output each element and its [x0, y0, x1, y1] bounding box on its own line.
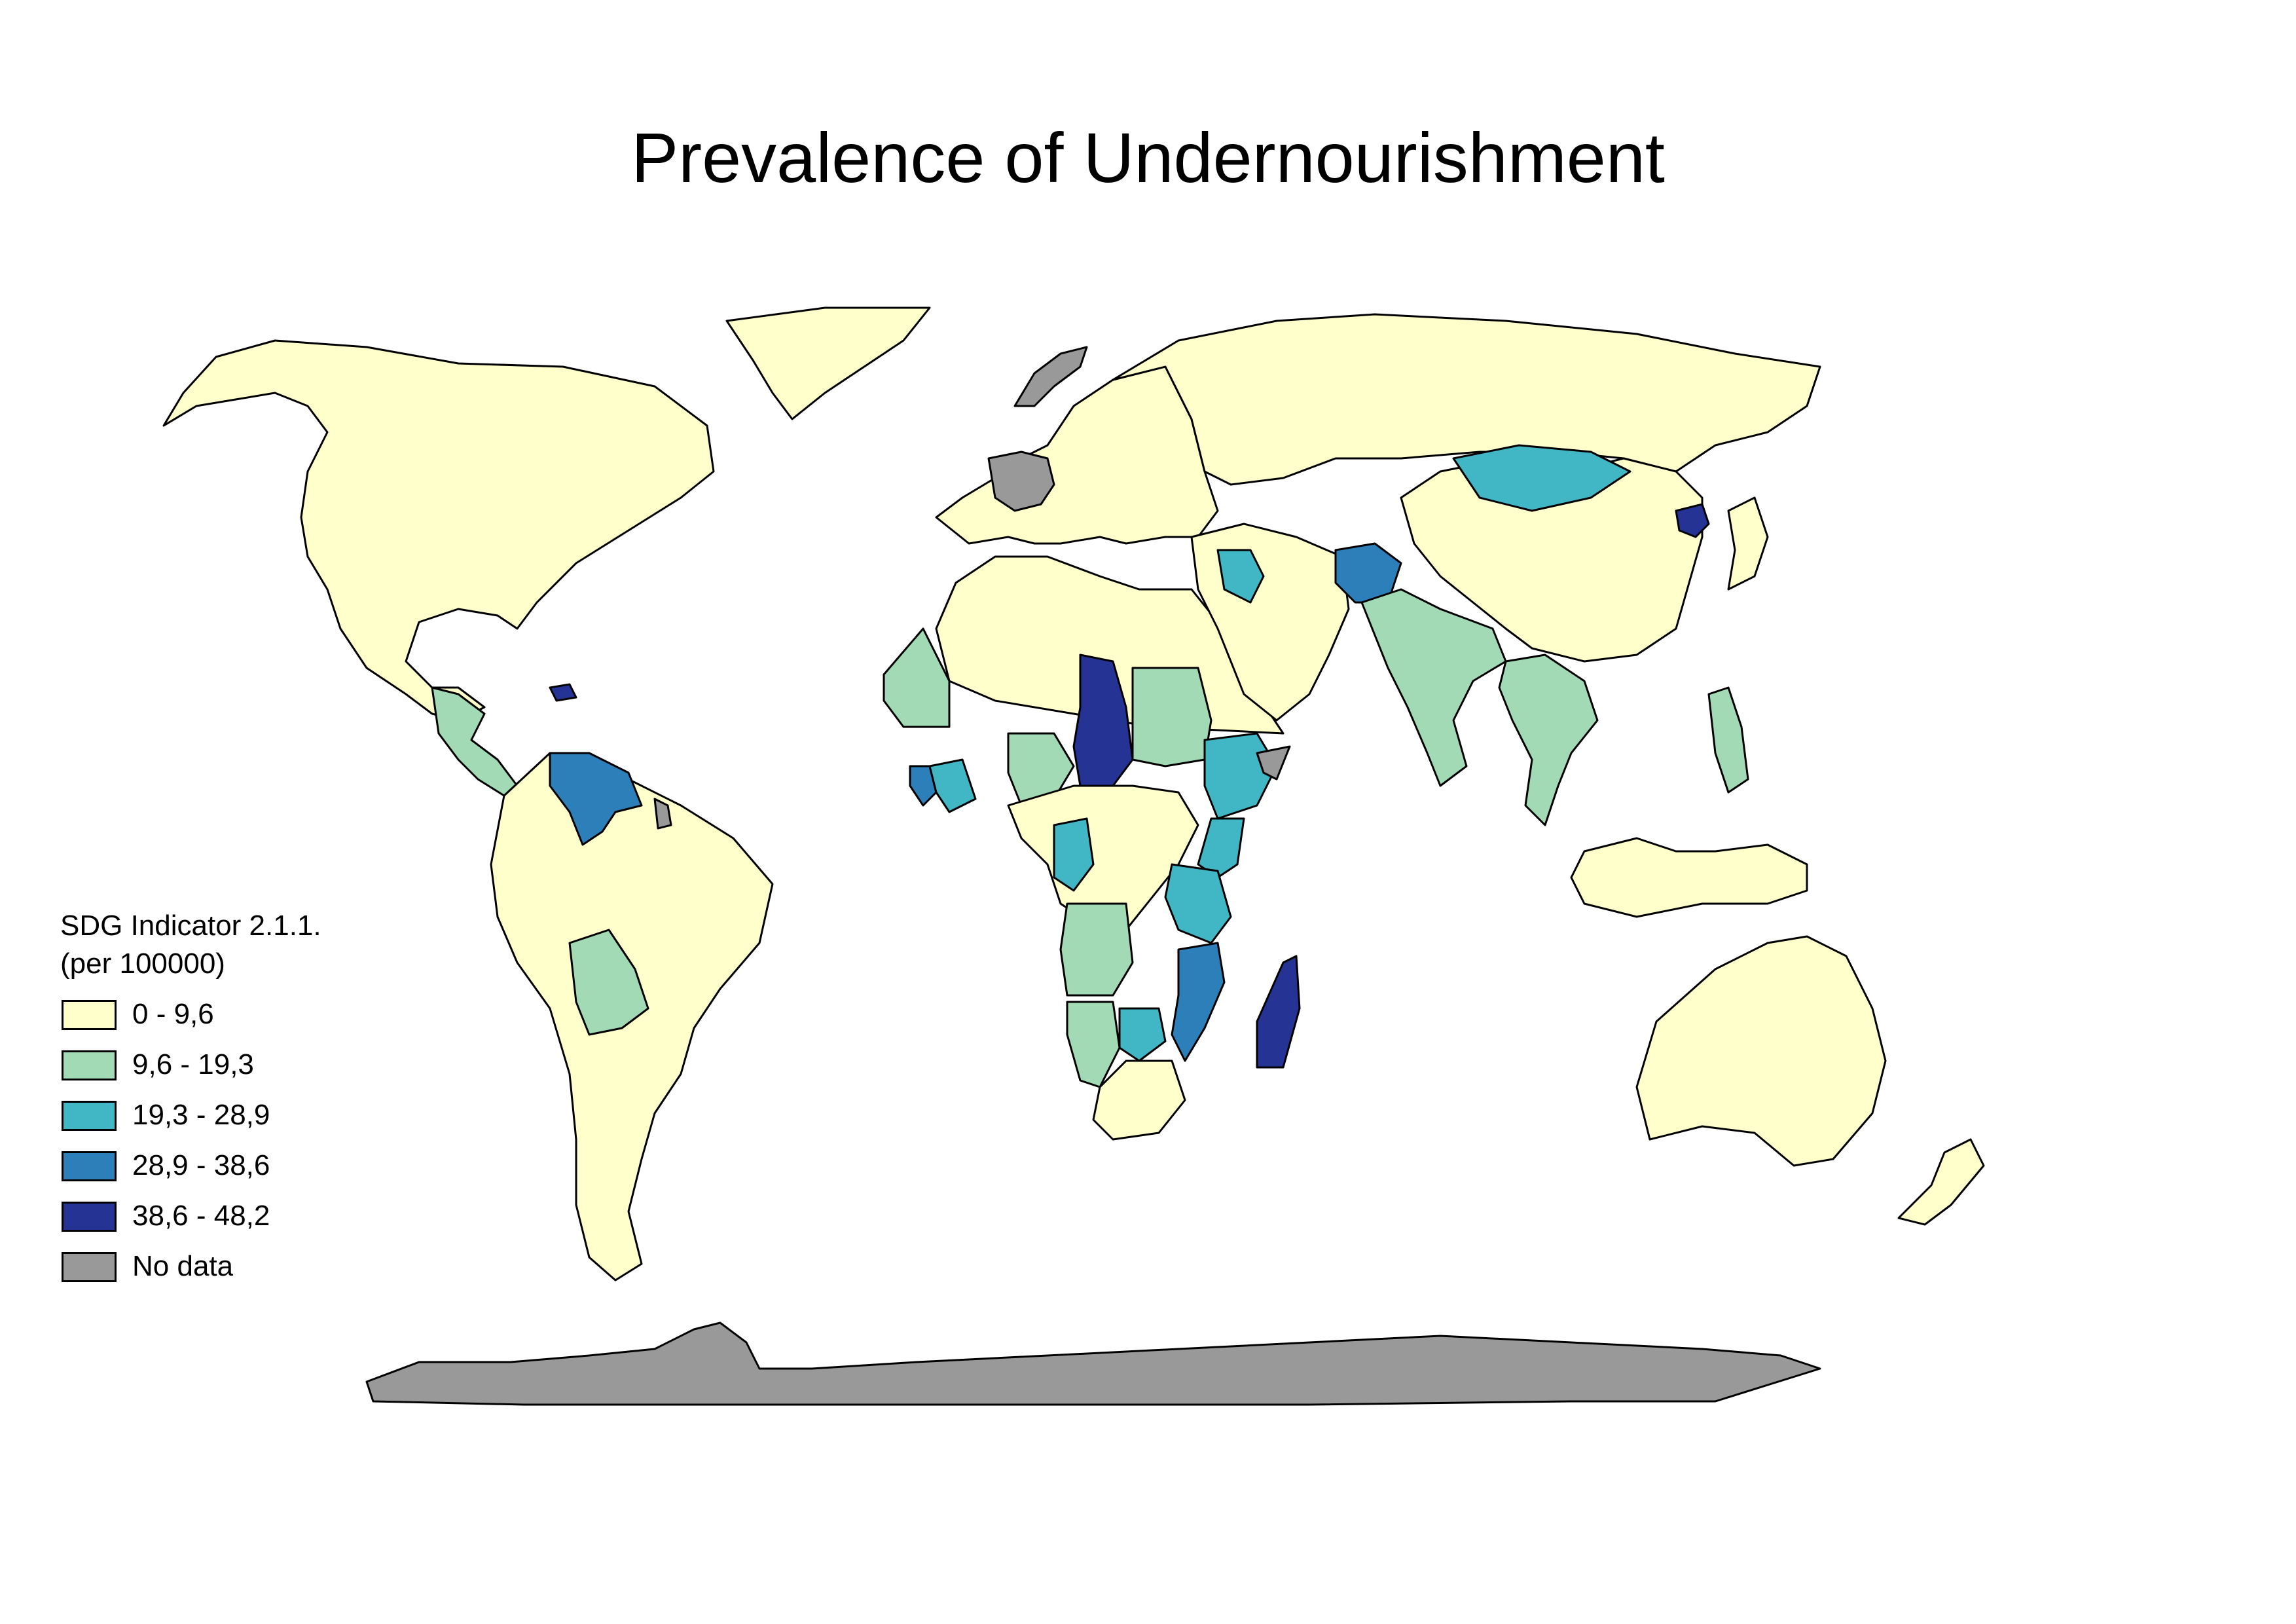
- region-south-africa: [1092, 1060, 1186, 1141]
- legend-label: 9,6 - 19,3: [132, 1048, 254, 1080]
- legend-swatch: [62, 1050, 117, 1080]
- legend-label: No data: [132, 1250, 234, 1282]
- region-india: [1360, 588, 1507, 787]
- region-mozambique: [1171, 942, 1226, 1062]
- region-liberia: [909, 765, 938, 807]
- map-title: Prevalence of Undernourishment: [631, 118, 1665, 197]
- region-australia: [1635, 935, 1887, 1167]
- legend-title: SDG Indicator 2.1.1. (per 100000): [60, 907, 321, 983]
- region-greenland: [725, 306, 931, 420]
- legend-swatch: [62, 1151, 117, 1181]
- region-antarctica: [365, 1321, 1821, 1406]
- region-zimbabwe: [1118, 1007, 1167, 1062]
- region-japan: [1727, 496, 1769, 591]
- legend-item-class-2: 9,6 - 19,3: [60, 1041, 321, 1092]
- region-angola: [1059, 902, 1134, 997]
- region-somalia: [1256, 745, 1291, 781]
- legend-label: 19,3 - 28,9: [132, 1099, 270, 1131]
- region-mongolia: [1452, 444, 1631, 512]
- legend-label: 38,6 - 48,2: [132, 1200, 270, 1232]
- region-haiti: [549, 683, 577, 702]
- legend-item-class-5: 38,6 - 48,2: [60, 1192, 321, 1243]
- legend-swatch: [62, 1202, 117, 1232]
- region-ethiopia: [1203, 732, 1278, 820]
- region-madagascar: [1256, 955, 1301, 1069]
- region-iraq: [1216, 549, 1265, 604]
- region-indonesia: [1570, 837, 1808, 918]
- legend-item-class-3: 19,3 - 28,9: [60, 1092, 321, 1142]
- region-europe: [935, 365, 1219, 545]
- region-congo: [1053, 817, 1095, 892]
- legend-swatch: [62, 1000, 117, 1030]
- region-norway: [1013, 346, 1088, 407]
- region-west-africa-coast: [928, 758, 977, 813]
- region-central-africa: [1007, 784, 1199, 931]
- region-france: [987, 451, 1055, 512]
- region-southeast-asia: [1498, 654, 1599, 826]
- region-bolivia: [568, 929, 649, 1036]
- region-sudan: [1131, 667, 1212, 767]
- legend-title-line2: (per 100000): [60, 948, 225, 980]
- region-new-zealand: [1897, 1138, 1985, 1226]
- region-west-africa-sahel: [883, 627, 951, 728]
- legend-swatch: [62, 1101, 117, 1131]
- legend-swatch: [62, 1252, 117, 1282]
- legend-label: 0 - 9,6: [132, 998, 214, 1030]
- region-tanzania: [1164, 863, 1232, 944]
- legend: SDG Indicator 2.1.1. (per 100000) 0 - 9,…: [60, 907, 321, 1293]
- region-east-africa: [1197, 817, 1245, 879]
- legend-item-class-1: 0 - 9,6: [60, 991, 321, 1041]
- region-philippines: [1707, 686, 1749, 794]
- legend-items: 0 - 9,6 9,6 - 19,3 19,3 - 28,9 28,9 - 38…: [60, 991, 321, 1293]
- region-venezuela: [549, 752, 643, 846]
- legend-item-no-data: No data: [60, 1243, 321, 1293]
- region-north-korea: [1675, 503, 1710, 538]
- legend-label: 28,9 - 38,6: [132, 1149, 270, 1181]
- legend-item-class-4: 28,9 - 38,6: [60, 1142, 321, 1192]
- region-north-america: [162, 339, 715, 722]
- region-french-guiana: [653, 798, 672, 830]
- legend-title-line1: SDG Indicator 2.1.1.: [60, 910, 321, 942]
